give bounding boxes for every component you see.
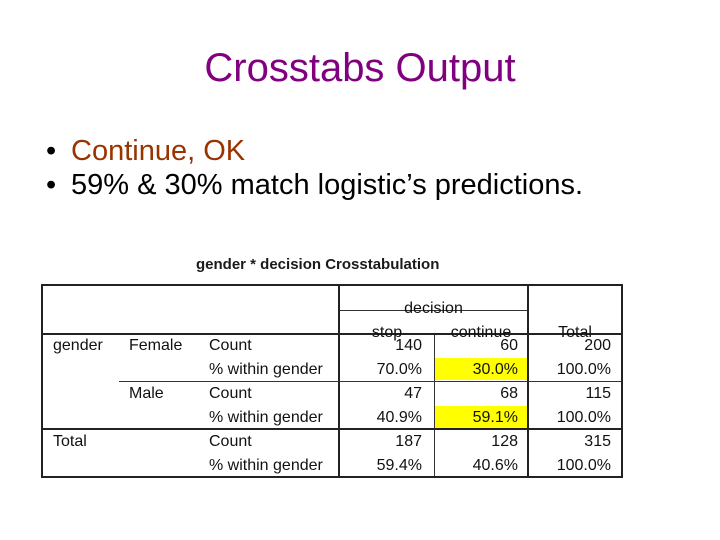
table-cell: 59.1%: [472, 409, 518, 426]
stat-label: Count: [209, 337, 252, 354]
bullet-text: Continue, OK: [71, 135, 246, 167]
group-label: Total: [53, 433, 87, 450]
grid-line: [43, 333, 621, 335]
bullet-item: • 59% & 30% match logistic’s predictions.: [46, 168, 583, 202]
table-cell: 40.6%: [472, 457, 518, 474]
bullet-icon: •: [46, 135, 57, 167]
stat-label: % within gender: [209, 457, 323, 474]
column-header-total: Total: [558, 324, 592, 341]
stat-label: Count: [209, 385, 252, 402]
stat-label: Count: [209, 433, 252, 450]
grid-line: [340, 310, 527, 311]
table-cell: 59.4%: [376, 457, 422, 474]
table-cell: 100.0%: [556, 409, 611, 426]
bullet-item: • Continue, OK: [46, 134, 583, 168]
table-cell: 60: [500, 337, 518, 354]
stat-label: % within gender: [209, 361, 323, 378]
table-cell: 200: [584, 337, 611, 354]
stat-label: % within gender: [209, 409, 323, 426]
table-cell: 100.0%: [556, 457, 611, 474]
column-group-header: decision: [404, 300, 463, 317]
table-cell: 30.0%: [472, 361, 518, 378]
column-header-continue: continue: [450, 324, 512, 341]
table-cell: 128: [491, 433, 518, 450]
table-cell: 187: [395, 433, 422, 450]
grid-line: [43, 428, 621, 430]
table-cell: 315: [584, 433, 611, 450]
grid-line: [119, 381, 621, 382]
group-label: Male: [129, 385, 164, 402]
table-cell: 40.9%: [376, 409, 422, 426]
table-cell: 115: [585, 385, 611, 402]
table-cell: 100.0%: [556, 361, 611, 378]
table-cell: 47: [404, 385, 422, 402]
table-caption: gender * decision Crosstabulation: [196, 256, 440, 273]
slide-title: Crosstabs Output: [204, 46, 516, 90]
crosstab-table: decision stop continue Total gender Fema…: [41, 284, 623, 478]
highlight-cell: [435, 358, 527, 380]
table-cell: 70.0%: [376, 361, 422, 378]
grid-line: [434, 333, 435, 476]
highlight-cell: [435, 406, 527, 428]
bullet-list: • Continue, OK • 59% & 30% match logistic’…: [46, 134, 583, 202]
row-variable-label: gender: [53, 337, 103, 354]
bullet-text: 59% & 30% match logistic’s predictions.: [71, 169, 584, 201]
group-label: Female: [129, 337, 183, 354]
table-cell: 140: [395, 337, 422, 354]
column-header-stop: stop: [371, 324, 403, 341]
bullet-icon: •: [46, 169, 57, 201]
table-cell: 68: [500, 385, 518, 402]
